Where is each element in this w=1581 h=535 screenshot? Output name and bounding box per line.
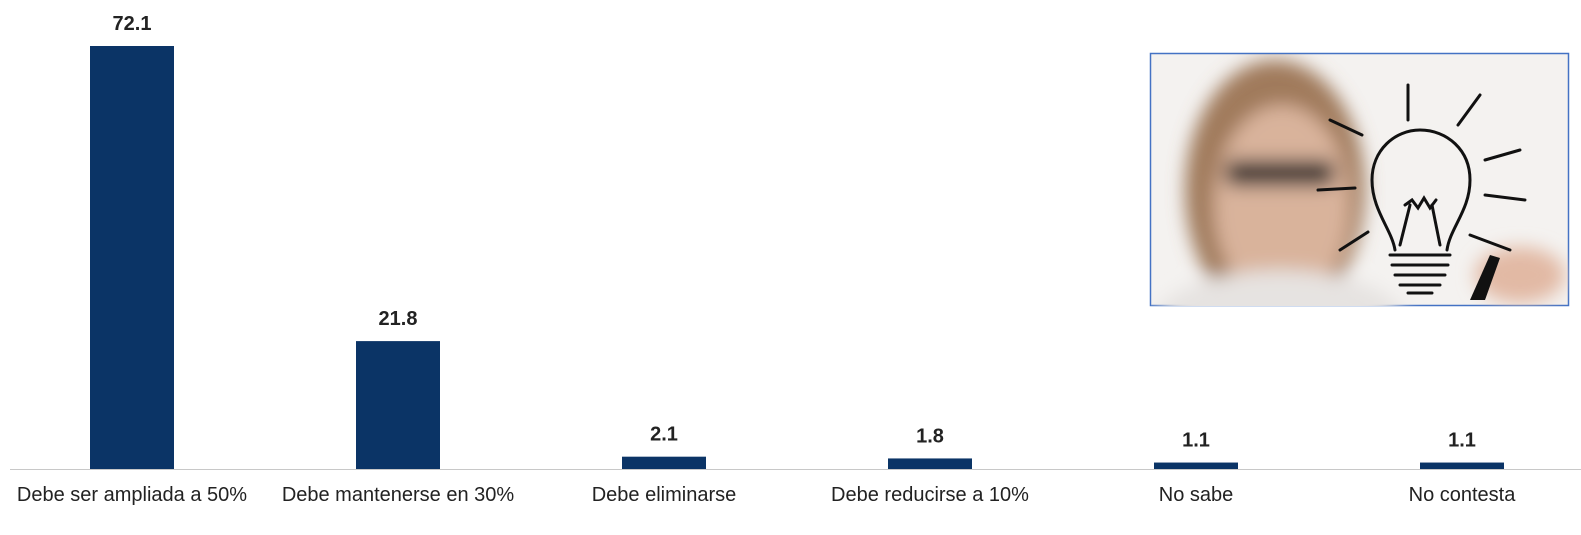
x-tick-label: No sabe [1158, 484, 1234, 506]
bar [1420, 462, 1504, 469]
value-label: 2.1 [650, 424, 678, 446]
photo [1149, 52, 1570, 307]
bar [90, 46, 174, 469]
bar [622, 456, 706, 469]
x-tick-label: Debe ser ampliada a 50% [16, 484, 248, 506]
bar [356, 341, 440, 469]
x-tick-label: Debe reducirse a 10% [831, 484, 1029, 506]
x-tick-label: Debe eliminarse [591, 484, 737, 506]
value-label: 72.1 [113, 13, 152, 35]
value-label: 1.1 [1182, 430, 1210, 452]
bar [888, 458, 972, 469]
value-label: 1.1 [1448, 430, 1476, 452]
value-label: 21.8 [379, 308, 418, 330]
bar [1154, 462, 1238, 469]
x-tick-label: No contesta [1408, 484, 1516, 506]
value-label: 1.8 [916, 425, 944, 447]
x-tick-label: Debe mantenerse en 30% [281, 484, 515, 506]
